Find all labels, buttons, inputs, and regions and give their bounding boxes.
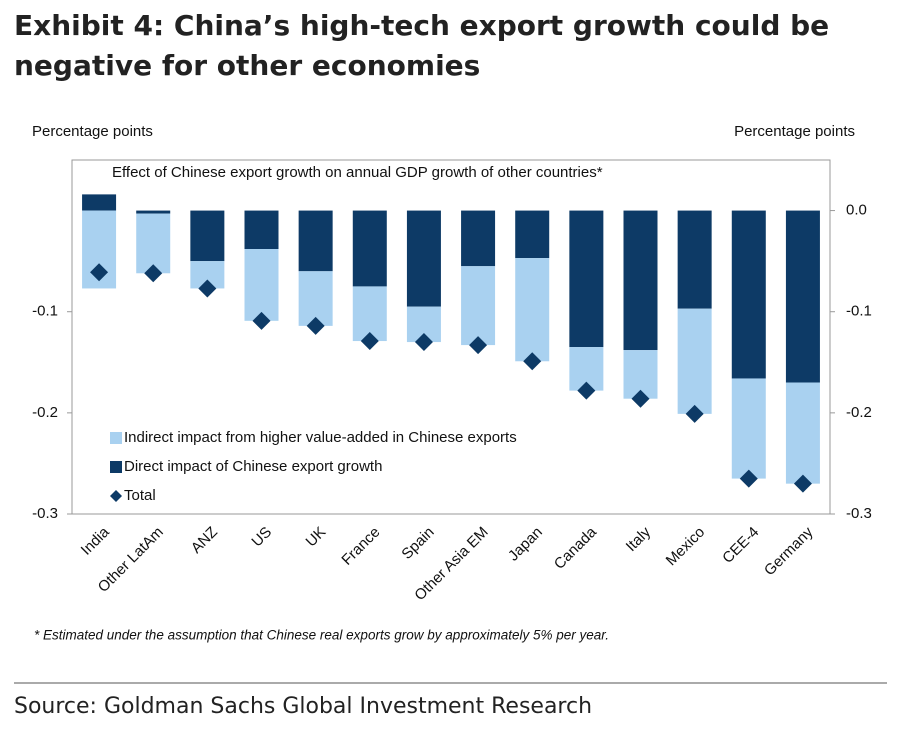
x-tick-label: Japan	[505, 524, 546, 565]
bar	[677, 308, 712, 414]
total-marker	[306, 316, 325, 335]
bar	[352, 210, 387, 287]
bar	[136, 210, 171, 214]
bar	[785, 210, 820, 383]
y-axis-label: Percentage points	[32, 123, 153, 140]
bar	[461, 210, 496, 267]
total-marker	[523, 352, 542, 371]
source: Source: Goldman Sachs Global Investment …	[14, 694, 593, 719]
chart-subtitle: Effect of Chinese export growth on annua…	[112, 164, 603, 181]
legend-label: Total	[124, 487, 156, 504]
y-tick-label: -0.2	[32, 404, 58, 421]
total-marker	[685, 404, 704, 423]
total-marker	[90, 263, 109, 282]
legend-marker	[110, 490, 122, 502]
footnote: * Estimated under the assumption that Ch…	[34, 628, 609, 643]
bar	[190, 210, 225, 262]
x-tick-label: US	[248, 524, 275, 551]
bar	[244, 249, 279, 321]
bar	[298, 210, 333, 272]
x-tick-label: Spain	[398, 524, 437, 563]
plot-frame	[71, 159, 831, 515]
total-marker	[793, 474, 812, 493]
total-marker	[577, 381, 596, 400]
bar	[731, 210, 766, 379]
x-tick-label: Canada	[551, 523, 601, 573]
x-tick-label: France	[338, 524, 383, 569]
legend-label: Direct impact of Chinese export growth	[124, 458, 382, 475]
y2-tick-label: -0.3	[846, 505, 872, 522]
bar	[785, 382, 820, 484]
x-tick-label: Italy	[623, 523, 655, 555]
y2-tick-label: -0.1	[846, 303, 872, 320]
x-tick-label: UK	[303, 524, 330, 551]
bar	[352, 286, 387, 342]
y-tick-label: -0.1	[32, 303, 58, 320]
x-tick-label: ANZ	[188, 524, 221, 557]
bar	[82, 194, 117, 211]
bar	[136, 213, 171, 274]
total-marker	[739, 469, 758, 488]
x-tick-label: CEE-4	[719, 524, 762, 567]
total-marker	[252, 311, 271, 330]
total-marker	[198, 279, 217, 298]
total-marker	[631, 389, 650, 408]
bar	[298, 271, 333, 326]
total-marker	[414, 333, 433, 352]
bar	[623, 210, 658, 351]
x-tick-label: India	[78, 523, 113, 558]
bar	[677, 210, 712, 309]
bar	[515, 258, 550, 362]
x-tick-label: Germany	[761, 523, 817, 579]
y2-tick-label: 0.0	[846, 202, 867, 219]
legend-label: Indirect impact from higher value-added …	[124, 429, 517, 446]
legend-swatch	[110, 461, 122, 473]
bar	[569, 210, 604, 348]
y2-axis-label: Percentage points	[734, 123, 855, 140]
y-tick-label: -0.3	[32, 505, 58, 522]
x-tick-label: Mexico	[663, 524, 709, 570]
bar	[461, 266, 496, 346]
legend-swatch	[110, 432, 122, 444]
total-marker	[469, 336, 488, 355]
bar	[406, 210, 441, 307]
bar	[731, 378, 766, 479]
chart-title: Exhibit 4: China’s high-tech export grow…	[14, 9, 830, 82]
bar	[515, 210, 550, 259]
bar	[244, 210, 279, 250]
total-marker	[144, 264, 163, 283]
y2-tick-label: -0.2	[846, 404, 872, 421]
total-marker	[360, 332, 379, 351]
